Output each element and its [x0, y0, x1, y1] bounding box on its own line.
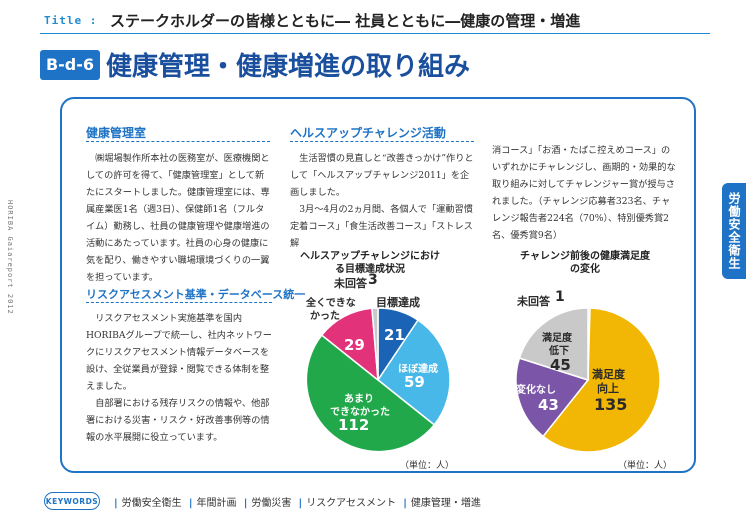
pie-slice-5	[371, 307, 379, 381]
section-underline	[86, 141, 270, 142]
chart1-value-achieved: 21	[384, 326, 405, 344]
chart1-value-barely: 112	[338, 416, 370, 434]
chart2-value-no-change: 43	[538, 396, 559, 414]
pie-slice-2	[376, 319, 451, 426]
chart2-label-down-1: 満足度	[542, 333, 572, 344]
section-title-health-up: ヘルスアップチャレンジ活動	[290, 126, 446, 140]
keyword-separator: |	[188, 498, 193, 509]
health-room-paragraph: ㈱堀場製作所本社の医務室が、医療機関としての許可を得て、「健康管理室」として新た…	[86, 153, 270, 283]
chart1-label-mostly: ほぼ達成	[398, 364, 438, 375]
chart1-title: ヘルスアップチャレンジにおける目標達成状況	[300, 251, 440, 275]
title-text: ステークホルダーの皆様とともに― 社員とともに―健康の管理・増進	[110, 12, 581, 30]
chart2-label-up-1: 満足度	[592, 368, 625, 381]
pie-slice-2	[542, 307, 661, 453]
keyword-separator: |	[298, 498, 303, 509]
health-up-continued: 消コース」「お酒・たばこ控えめコース」のいずれかにチャレンジし、画期的・効果的な…	[492, 142, 678, 244]
keyword-item[interactable]: 労働災害	[251, 498, 292, 509]
risk-assessment-body: リスクアセスメント実施基準を国内HORIBAグループで統一し、社内ネットワークに…	[86, 310, 272, 446]
chart2-label-up-2: 向上	[597, 382, 619, 395]
chart2-label-no-change: 変化なし	[516, 385, 556, 396]
keywords-bar: KEYWORDS | 労働安全衛生 | 年間計画 | 労働災害 | リスクアセスメント …	[44, 490, 704, 512]
pie-slice-3	[305, 334, 436, 453]
chart1-label-not-at-all-2: かった	[310, 311, 340, 322]
chart2-title: チャレンジ前後の健康満足度の変化	[520, 251, 650, 275]
chart2-unit: （単位：人）	[618, 461, 673, 471]
section-title-risk-assessment: リスクアセスメント基準・データベース統一	[86, 288, 306, 301]
health-up-paragraph-3: 消コース」「お酒・たばこ控えめコース」のいずれかにチャレンジし、画期的・効果的な…	[492, 145, 676, 241]
keyword-separator: |	[403, 498, 407, 509]
health-room-body: ㈱堀場製作所本社の医務室が、医療機関としての許可を得て、「健康管理室」として新た…	[86, 150, 272, 286]
keyword-item[interactable]: 年間計画	[196, 498, 237, 509]
chart2-pie	[515, 307, 661, 453]
keyword-separator: |	[114, 498, 118, 509]
section-underline	[86, 302, 272, 303]
side-category-tab[interactable]: 労働安全衛生	[722, 183, 746, 279]
chart1-unit: （単位：人）	[400, 461, 455, 471]
health-up-body: 生活習慣の見直しと“改善きっかけ”作りとして「ヘルスアップチャレンジ2011」を…	[290, 150, 476, 252]
keyword-separator: |	[243, 498, 248, 509]
section-title-health-room: 健康管理室	[86, 126, 147, 140]
pie-slice-4	[518, 307, 589, 382]
chart1-value-mostly: 59	[404, 373, 425, 391]
keywords-list: | 労働安全衛生 | 年間計画 | 労働災害 | リスクアセスメント | 健康管理・増進	[110, 494, 481, 509]
pie-slice-4	[320, 307, 379, 382]
keywords-badge: KEYWORDS	[44, 492, 100, 510]
title-label: Title :	[44, 14, 98, 27]
keyword-item[interactable]: 労働安全衛生	[121, 498, 182, 509]
chart2-value-no-answer: 1	[555, 289, 565, 305]
chart1-label-not-at-all-1: 全くできな	[306, 298, 356, 309]
title-divider	[40, 33, 710, 34]
chart1-label-achieved: 目標達成	[376, 296, 420, 309]
chart1-label-no-answer: 未回答	[334, 277, 367, 290]
chart1-value-no-answer: 3	[368, 272, 378, 288]
chart1-value-not-at-all: 29	[344, 336, 365, 354]
chart1-pie	[305, 307, 451, 453]
pie-slice-3	[515, 357, 590, 438]
section-code-badge: B-d-6	[40, 50, 100, 80]
chart1-label-barely-2: できなかった	[330, 407, 390, 418]
health-up-paragraph-1: 生活習慣の見直しと“改善きっかけ”作りとして「ヘルスアップチャレンジ2011」を…	[290, 153, 474, 198]
health-up-paragraph-2: 3月～4月の2ヵ月間、各個人で「運動習慣定着コース」「食生活改善コース」「ストレ…	[290, 204, 473, 249]
keyword-item[interactable]: リスクアセスメント	[306, 498, 396, 509]
chart1-label-barely-1: あまり	[344, 394, 374, 405]
vertical-caption: HORIBA Gaiareport 2012	[6, 200, 14, 315]
risk-paragraph-1: リスクアセスメント実施基準を国内HORIBAグループで統一し、社内ネットワークに…	[86, 313, 272, 392]
section-underline	[290, 141, 474, 142]
keyword-item[interactable]: 健康管理・増進	[410, 498, 481, 509]
chart2-label-down-2: 低下	[549, 346, 569, 357]
page-heading: 健康管理・健康増進の取り組み	[106, 52, 471, 82]
risk-paragraph-2: 自部署における残存リスクの情報や、他部署における災害・リスク・好改善事例等の情報…	[86, 398, 270, 443]
chart2-value-down: 45	[550, 356, 571, 374]
chart2-value-up: 135	[594, 395, 628, 414]
chart2-label-no-answer: 未回答	[517, 295, 550, 308]
